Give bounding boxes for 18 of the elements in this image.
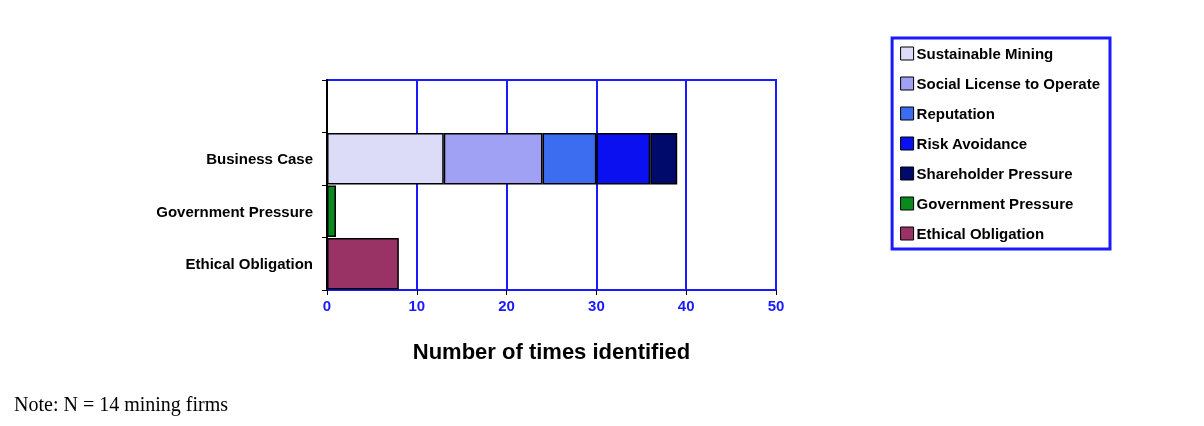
x-tick-label: 50 (767, 297, 785, 314)
text: Note: N = 14 mining firms (14, 393, 229, 416)
legend-label: Ethical Obligation (916, 225, 1045, 242)
y-tick-label: Government Pressure (156, 202, 313, 220)
legend-label: Risk Avoidance (916, 135, 1028, 152)
x-axis-title: Number of times identified (412, 338, 691, 364)
legend-label: Reputation (916, 105, 995, 122)
legend-label: Sustainable Mining (916, 45, 1054, 62)
x-tick-label: 10 (408, 297, 426, 314)
x-tick-label: 40 (677, 297, 695, 314)
legend-label: Shareholder Pressure (916, 165, 1073, 182)
y-tick-label: Ethical Obligation (185, 255, 313, 273)
y-tick-label: Business Case (206, 150, 313, 168)
x-tick-label: 20 (498, 297, 515, 314)
x-tick-label: 30 (588, 297, 605, 314)
x-tick-label: 0 (322, 297, 332, 314)
legend-label: Government Pressure (916, 195, 1074, 212)
legend-label: Social License to Operate (916, 75, 1101, 92)
